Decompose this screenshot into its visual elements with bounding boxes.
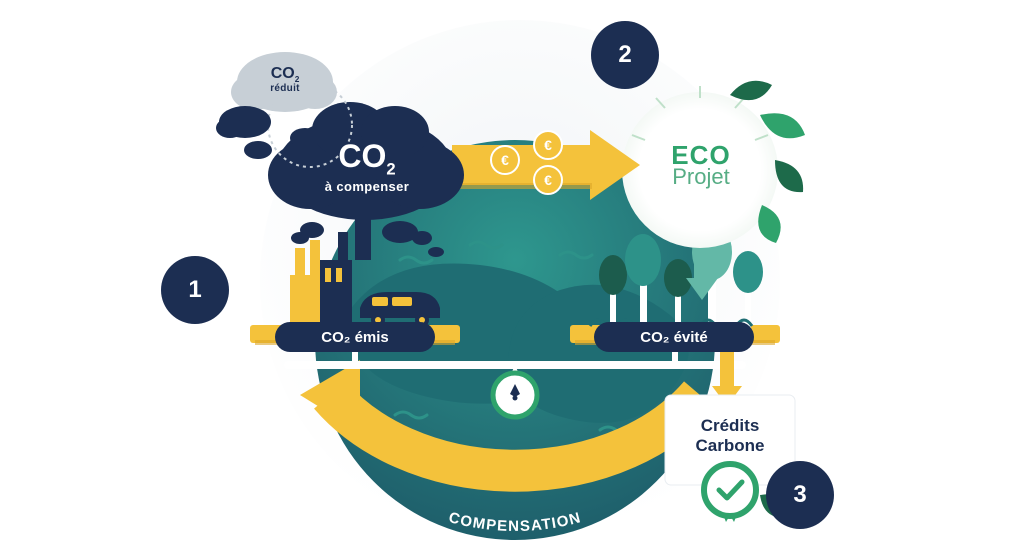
coin-icon: € bbox=[491, 146, 519, 174]
cloud-bottom-left bbox=[172, 404, 300, 468]
main-co2-line2: à compenser bbox=[300, 180, 434, 194]
cloud-bottom-right bbox=[790, 377, 865, 413]
svg-text:€: € bbox=[544, 137, 552, 153]
svg-text:€: € bbox=[544, 172, 552, 188]
main-co2-text: CO bbox=[338, 138, 386, 174]
pill-co2-evite: CO₂ évité bbox=[594, 322, 754, 352]
eco-label: ECO Projet bbox=[658, 142, 744, 188]
reduced-co2-label: CO2 réduit bbox=[258, 66, 312, 94]
step-badge-3: 3 bbox=[766, 461, 834, 529]
pill-co2-evite-text: CO₂ évité bbox=[640, 329, 708, 346]
main-co2-label: CO2 à compenser bbox=[300, 140, 434, 194]
pill-co2-emis-text: CO₂ émis bbox=[321, 329, 389, 346]
reduced-co2-line2: réduit bbox=[258, 84, 312, 95]
svg-text:€: € bbox=[501, 152, 509, 168]
step-badge-2: 2 bbox=[591, 21, 659, 89]
coin-icon: € bbox=[534, 131, 562, 159]
credits-line1: Crédits bbox=[665, 416, 795, 436]
step-badge-1: 1 bbox=[161, 256, 229, 324]
coin-icon: € bbox=[534, 166, 562, 194]
background-svg: COMPENSATION bbox=[0, 0, 1024, 546]
reduced-co2-text: CO bbox=[271, 65, 295, 82]
credits-line2: Carbone bbox=[665, 436, 795, 456]
infographic-stage: COMPENSATION bbox=[0, 0, 1024, 546]
pill-co2-emis: CO₂ émis bbox=[275, 322, 435, 352]
credits-label: Crédits Carbone bbox=[665, 416, 795, 455]
main-co2-sub: 2 bbox=[386, 159, 395, 178]
